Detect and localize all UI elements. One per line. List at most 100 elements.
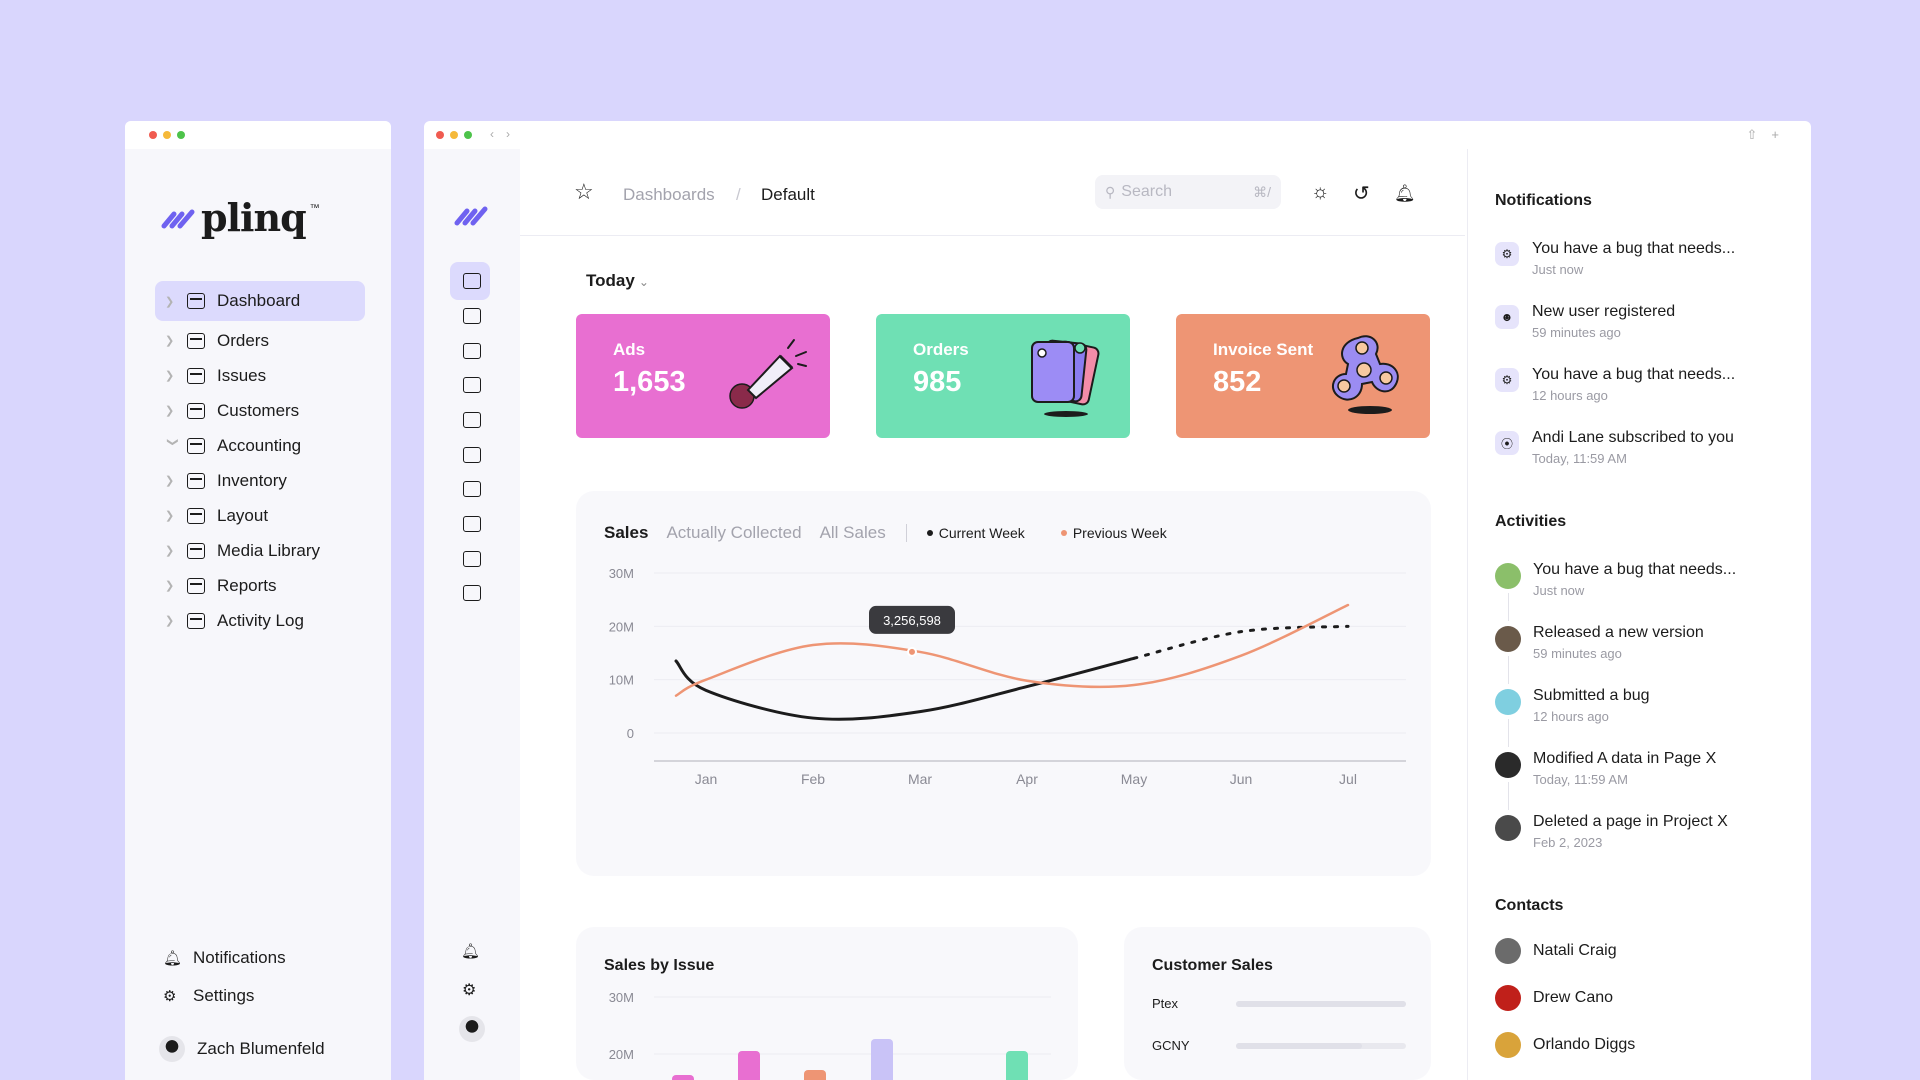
bar <box>738 1051 760 1080</box>
close-window-button[interactable] <box>149 131 157 139</box>
sidebar-item-inventory[interactable]: ❯ Inventory <box>155 463 365 498</box>
media-library-icon[interactable] <box>463 516 481 532</box>
activity-item[interactable]: Released a new version 59 minutes ago <box>1495 624 1704 661</box>
maximize-window-button[interactable] <box>177 131 185 139</box>
minimize-window-button[interactable] <box>450 131 458 139</box>
notification-item[interactable]: ⚙ You have a bug that needs... 12 hours a… <box>1495 366 1735 403</box>
contact-item[interactable]: Natali Craig <box>1495 938 1617 964</box>
accounting-icon[interactable] <box>463 412 481 428</box>
activity-text: Released a new version <box>1533 624 1704 641</box>
tooltip-point[interactable] <box>907 646 917 657</box>
notification-body: You have a bug that needs... Just now <box>1532 240 1735 277</box>
minimize-window-button[interactable] <box>163 131 171 139</box>
sun-icon[interactable]: ☼ <box>1311 181 1330 203</box>
breadcrumb-dashboards[interactable]: Dashboards <box>623 185 715 204</box>
stat-value: 985 <box>913 366 962 398</box>
icon-rail: 🔔︎ ⚙ <box>424 149 520 1080</box>
sidebar-bottom-nav: 🔔︎ Notifications ⚙ Settings <box>163 939 286 1015</box>
avatar[interactable] <box>459 1016 485 1042</box>
activity-item[interactable]: Submitted a bug 12 hours ago <box>1495 687 1650 724</box>
sidebar-item-activity-log[interactable]: ❯ Activity Log <box>155 603 365 638</box>
dashboard-icon[interactable] <box>463 273 481 289</box>
back-arrow-icon[interactable]: ‹ <box>490 127 506 141</box>
layout-icon[interactable] <box>463 481 481 497</box>
orders-icon[interactable] <box>463 308 481 324</box>
series-line-previous-week <box>674 603 1350 697</box>
notification-item[interactable]: ⦿ Andi Lane subscribed to you Today, 11:5… <box>1495 429 1734 466</box>
notification-text: You have a bug that needs... <box>1532 240 1736 257</box>
sidebar-settings-link[interactable]: ⚙ Settings <box>163 977 286 1015</box>
progress-fill <box>1236 1042 1362 1049</box>
legend-current-week: Current Week <box>926 525 1025 541</box>
timeline-connector <box>1508 782 1509 810</box>
activity-item[interactable]: Modified A data in Page X Today, 11:59 AM <box>1495 750 1716 787</box>
stat-value: 1,653 <box>613 366 686 398</box>
sidebar-notifications-link[interactable]: 🔔︎ Notifications <box>163 939 286 977</box>
new-tab-icon[interactable]: + <box>1771 127 1793 142</box>
sidebar-item-label: Dashboard <box>217 291 301 310</box>
legend-dot <box>1060 530 1067 536</box>
bell-icon[interactable]: 🔔︎ <box>1394 184 1416 203</box>
brand-logo[interactable]: plinq ™ <box>161 195 320 240</box>
avatar <box>159 1036 185 1062</box>
logo-mark-icon[interactable] <box>454 203 490 227</box>
issues-icon[interactable] <box>463 343 481 359</box>
sidebar-item-customers[interactable]: ❯ Customers <box>155 393 365 428</box>
sidebar-item-accounting[interactable]: ❯ Accounting <box>155 428 365 463</box>
sidebar-settings-label: Settings <box>193 986 255 1005</box>
sidebar-item-label: Media Library <box>217 540 320 560</box>
reports-icon[interactable] <box>463 551 481 567</box>
tooltip-box <box>869 605 955 634</box>
sidebar-item-reports[interactable]: ❯ Reports <box>155 568 365 603</box>
notification-item[interactable]: ☻ New user registered 59 minutes ago <box>1495 303 1675 340</box>
sidebar-item-dashboard[interactable]: ❯ Dashboard <box>155 281 365 321</box>
contact-item[interactable]: Drew Cano <box>1495 985 1613 1011</box>
activity-item[interactable]: Deleted a page in Project X Feb 2, 2023 <box>1495 813 1728 850</box>
stat-card-ads[interactable]: Ads 1,653 <box>576 314 830 438</box>
forward-arrow-icon[interactable]: › <box>506 127 522 141</box>
notification-item[interactable]: ⚙ You have a bug that needs... Just now <box>1495 240 1735 277</box>
activity-item[interactable]: You have a bug that needs... Just now <box>1495 561 1736 598</box>
sidebar-item-label: Accounting <box>217 435 302 455</box>
sidebar-item-layout[interactable]: ❯ Layout <box>155 498 365 533</box>
tab-all-sales[interactable]: All Sales <box>819 523 886 542</box>
customers-icon[interactable] <box>463 377 481 393</box>
stat-card-invoice-sent[interactable]: Invoice Sent 852 <box>1176 314 1430 438</box>
media-library-icon <box>187 542 205 559</box>
close-window-button[interactable] <box>436 131 444 139</box>
sidebar-item-issues[interactable]: ❯ Issues <box>155 358 365 393</box>
layout-icon <box>187 507 205 524</box>
chevron-right-icon: ❯ <box>165 475 175 487</box>
sidebar-item-orders[interactable]: ❯ Orders <box>155 323 365 358</box>
stat-card-orders[interactable]: Orders 985 <box>876 314 1130 438</box>
date-filter-dropdown[interactable]: Today ⌄ <box>586 271 649 291</box>
activity-time: Just now <box>1533 583 1585 598</box>
tab-actually-collected[interactable]: Actually Collected <box>666 523 802 542</box>
customers-icon <box>187 402 205 419</box>
share-icon[interactable]: ⇧ <box>1746 127 1772 142</box>
progress-bar <box>1236 1042 1406 1049</box>
x-tick-label: Jul <box>1339 771 1357 787</box>
legend-previous-week: Previous Week <box>1060 525 1167 541</box>
tab-sales[interactable]: Sales <box>604 523 649 542</box>
gear-icon[interactable]: ⚙ <box>462 982 477 999</box>
search-icon: ⚲ <box>1105 183 1116 200</box>
search-input[interactable]: ⚲ Search ⌘/ <box>1095 175 1281 209</box>
user-profile[interactable]: Zach Blumenfeld <box>159 1036 325 1062</box>
history-icon[interactable]: ↺ <box>1353 183 1370 205</box>
logo-trademark: ™ <box>309 203 320 214</box>
accounting-icon <box>187 437 205 454</box>
activity-log-icon[interactable] <box>463 585 481 601</box>
star-icon[interactable]: ☆ <box>574 179 594 204</box>
maximize-window-button[interactable] <box>464 131 472 139</box>
chevron-right-icon: ❯ <box>165 405 175 417</box>
sidebar-item-media-library[interactable]: ❯ Media Library <box>155 533 365 568</box>
avatar <box>1495 689 1521 715</box>
contact-item[interactable]: Orlando Diggs <box>1495 1032 1635 1058</box>
avatar <box>1495 563 1521 589</box>
inventory-icon[interactable] <box>463 447 481 463</box>
breadcrumb-default[interactable]: Default <box>761 185 815 204</box>
bell-icon[interactable]: 🔔︎ <box>461 943 481 960</box>
y-tick-label: 20M <box>609 619 634 634</box>
notification-body: New user registered 59 minutes ago <box>1532 303 1675 340</box>
